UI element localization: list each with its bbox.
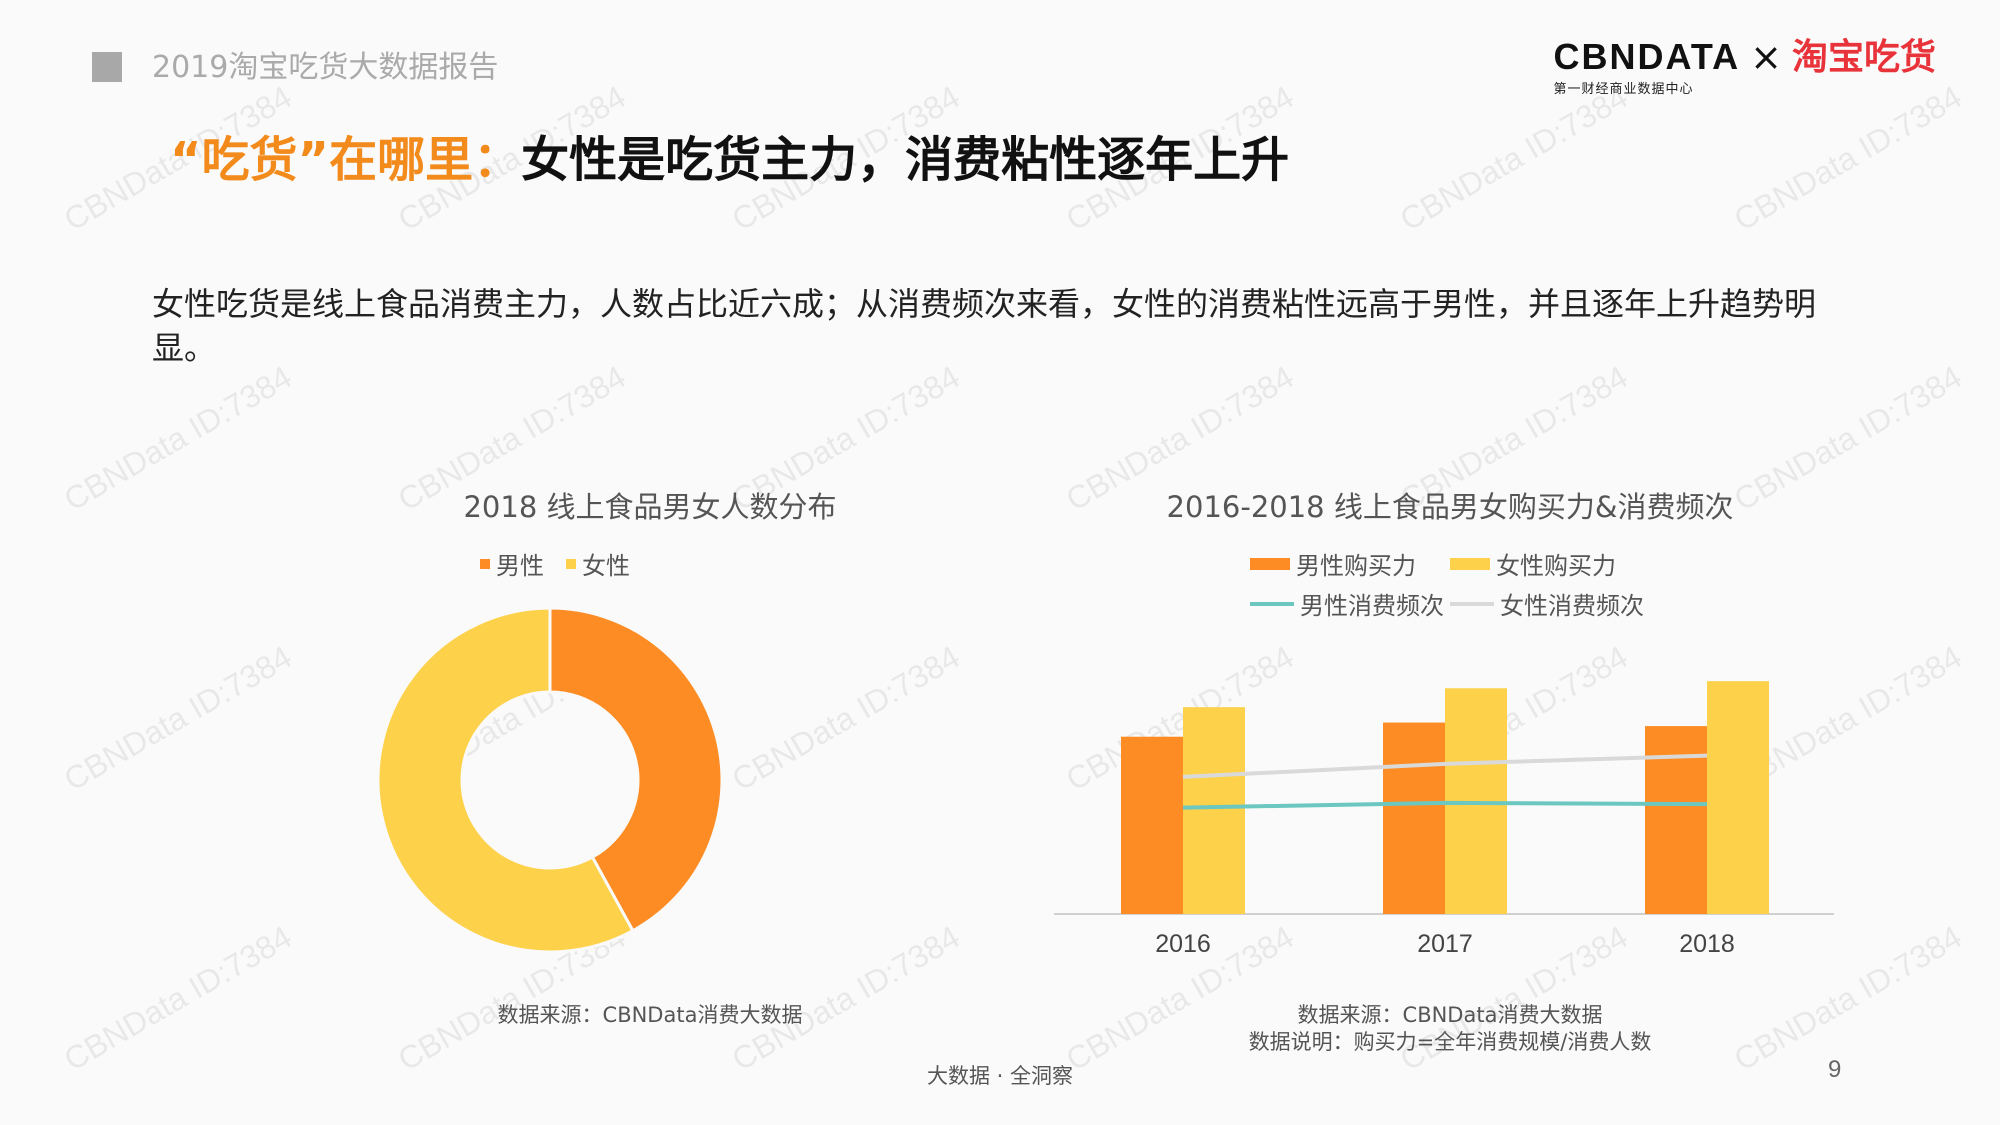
x-tick-label-2016: 2016 — [1155, 930, 1211, 958]
logo-cross: × — [1750, 35, 1782, 79]
watermark-text: CBNData ID:7384 — [57, 358, 298, 518]
cbndata-logo: CBNDATA 第一财经商业数据中心 × 淘宝吃货 — [1553, 35, 1937, 98]
x-tick-label-2017: 2017 — [1417, 930, 1473, 958]
donut-slice-female — [376, 606, 635, 954]
combo-source: 数据来源：CBNData消费大数据 — [1297, 1003, 1603, 1027]
page-title: “吃货”在哪里：女性是吃货主力，消费粘性逐年上升 — [170, 120, 1289, 190]
logo-main-text: CBNDATA — [1553, 36, 1741, 77]
legend-item-male: 男性 — [480, 546, 544, 581]
watermark-text: CBNData ID:7384 — [1393, 78, 1634, 238]
legend-swatch-female-power — [1450, 557, 1490, 570]
donut-source: 数据来源：CBNData消费大数据 — [497, 1003, 803, 1027]
combo-chart-title: 2016-2018 线上食品男女购买力&消费频次 — [1166, 490, 1734, 524]
watermark-text: CBNData ID:7384 — [57, 918, 298, 1078]
bar-male-power-2017 — [1383, 722, 1445, 914]
legend-swatch-female — [566, 558, 576, 569]
bar-male-power-2016 — [1121, 736, 1183, 914]
header-marker — [92, 52, 122, 82]
page-number: 9 — [1828, 1056, 1842, 1083]
logo-sub-text: 第一财经商业数据中心 — [1553, 82, 1694, 97]
line-female-frequency — [1182, 753, 1708, 779]
legend-label-female-power: 女性购买力 — [1496, 552, 1616, 580]
watermark-text: CBNData ID:7384 — [725, 638, 966, 798]
legend-swatch-male-freq — [1250, 601, 1294, 606]
legend-swatch-female-freq — [1450, 601, 1494, 606]
donut-chart-title: 2018 线上食品男女人数分布 — [463, 490, 837, 524]
x-tick-label-2018: 2018 — [1679, 930, 1735, 958]
legend-swatch-male — [480, 558, 490, 569]
legend-item-female-freq: 女性消费频次 — [1450, 586, 1644, 621]
donut-chart — [376, 606, 724, 954]
legend-label-female: 女性 — [582, 552, 630, 580]
title-rest: 女性是吃货主力，消费粘性逐年上升 — [521, 132, 1290, 188]
legend-swatch-male-power — [1250, 557, 1290, 570]
bar-female-power-2016 — [1183, 707, 1245, 914]
combo-chart: 2016 2017 2018 — [1054, 681, 1834, 958]
donut-slice-male — [548, 606, 724, 933]
legend-label-male-power: 男性购买力 — [1296, 552, 1416, 580]
report-name: 2019淘宝吃货大数据报告 — [152, 50, 499, 85]
bar-female-power-2018 — [1707, 681, 1769, 914]
legend-label-male-freq: 男性消费频次 — [1300, 592, 1444, 620]
legend-item-male-freq: 男性消费频次 — [1250, 586, 1444, 621]
title-highlight: “吃货”在哪里： — [170, 132, 522, 188]
watermark-text: CBNData ID:7384 — [1727, 78, 1968, 238]
footer-slogan: 大数据 · 全洞察 — [926, 1064, 1074, 1088]
logo-partner: 淘宝吃货 — [1791, 37, 1936, 78]
description: 女性吃货是线上食品消费主力，人数占比近六成；从消费频次来看，女性的消费粘性远高于… — [152, 285, 1817, 367]
legend-label-female-freq: 女性消费频次 — [1500, 592, 1644, 620]
legend-label-male: 男性 — [496, 552, 544, 580]
legend-item-male-power: 男性购买力 — [1250, 546, 1416, 581]
donut-legend: 男性 女性 — [480, 546, 820, 580]
legend-item-female: 女性 — [566, 546, 630, 581]
line-male-frequency — [1182, 800, 1708, 810]
watermark-text: CBNData ID:7384 — [57, 638, 298, 798]
legend-item-female-power: 女性购买力 — [1450, 546, 1616, 581]
combo-note: 数据说明：购买力=全年消费规模/消费人数 — [1248, 1030, 1652, 1054]
combo-legend: 男性购买力 女性购买力 男性消费频次 女性消费频次 — [1250, 546, 1670, 620]
